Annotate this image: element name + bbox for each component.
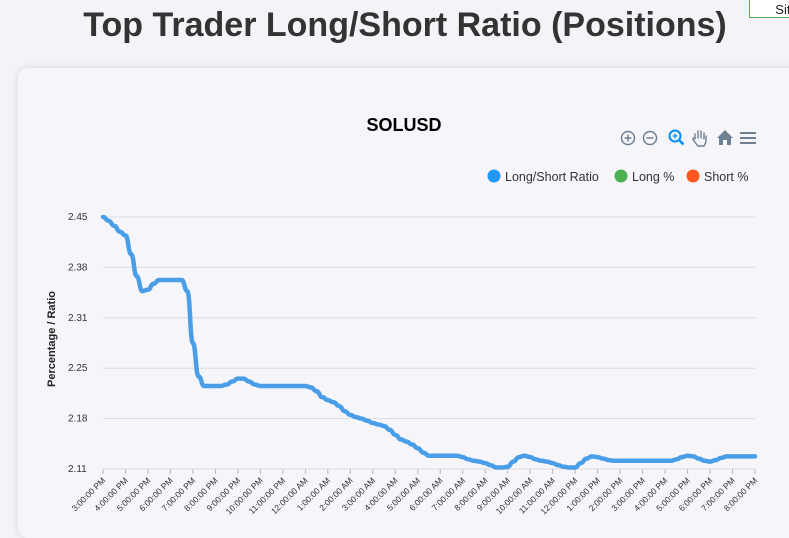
reset-home-icon[interactable] [717,130,733,145]
legend-label-short: Short % [704,170,748,184]
grid [103,216,755,470]
legend: Long/Short Ratio Long % Short % [487,169,749,185]
legend-label-long: Long % [632,170,674,184]
legend-marker-long [614,169,628,183]
legend-item-ratio[interactable]: Long/Short Ratio [487,169,599,185]
site-button[interactable]: Site [749,0,789,18]
chart-title: SOLUSD [366,115,441,135]
series-line-long-short-ratio[interactable] [100,214,758,470]
y-tick-label: 2.38 [68,262,88,273]
y-axis-title: Percentage / Ratio [46,291,58,387]
chart-canvas: SOLUSD [46,115,759,516]
x-axis-labels: 3:00:00 PM4:00:00 PM5:00:00 PM6:00:00 PM… [70,469,759,516]
menu-icon[interactable] [740,132,756,144]
pan-icon[interactable] [692,130,707,147]
y-tick-label: 2.11 [68,464,87,475]
chart-toolbar [620,129,756,147]
legend-marker-ratio [487,169,501,183]
y-axis-labels: 2.45 2.38 2.31 2.25 2.18 2.11 [68,212,88,475]
y-tick-label: 2.18 [68,414,88,425]
legend-label-ratio: Long/Short Ratio [505,170,599,184]
legend-item-long[interactable]: Long % [614,169,675,185]
zoom-in-icon[interactable] [620,130,636,146]
zoom-out-icon[interactable] [642,130,658,146]
y-tick-label: 2.45 [68,212,88,223]
selection-zoom-icon[interactable] [668,129,685,146]
y-tick-label: 2.25 [68,363,88,374]
legend-item-short[interactable]: Short % [686,169,749,185]
page-title: Top Trader Long/Short Ratio (Positions) [83,6,727,44]
chart-card: SOLUSD [18,68,789,538]
y-tick-label: 2.31 [68,313,88,324]
series-layer [100,214,758,470]
legend-marker-short [686,169,700,183]
